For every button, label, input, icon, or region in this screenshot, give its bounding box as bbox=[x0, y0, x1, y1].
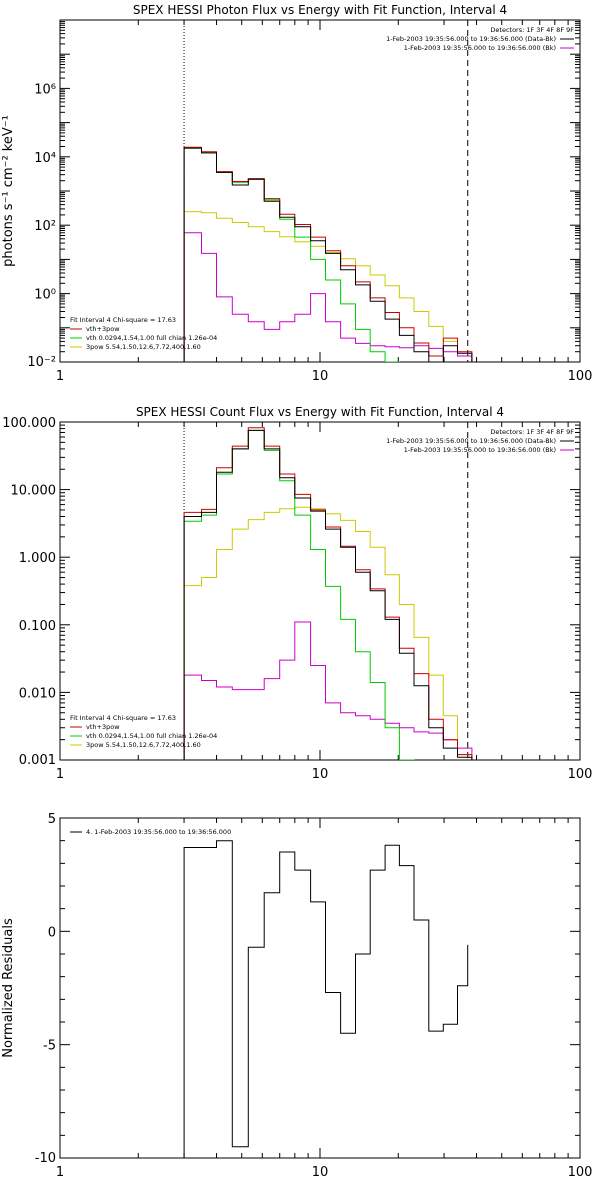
series-line-0 bbox=[183, 429, 473, 760]
fit-legend-text: vth 0.0294,1.54,1.00 full chian 1.26e-04 bbox=[86, 334, 217, 342]
legend-top-text: 1-Feb-2003 19:35:56.000 to 19:36:56.000 … bbox=[404, 44, 556, 52]
series-line-0 bbox=[183, 147, 473, 362]
x-tick-label: 10 bbox=[312, 1165, 329, 1180]
series-line-3 bbox=[183, 211, 473, 362]
y-tick-label: 0.100 bbox=[19, 619, 56, 634]
plot-frame bbox=[59, 421, 581, 761]
chart-title: SPEX HESSI Photon Flux vs Energy with Fi… bbox=[133, 3, 507, 17]
y-tick-label: 0 bbox=[48, 925, 56, 940]
y-tick-label: 10⁰ bbox=[34, 288, 56, 303]
series-line-1 bbox=[183, 146, 473, 362]
y-axis-label: Normalized Residuals bbox=[1, 918, 16, 1058]
chart-panel-3: 1 10 100 5 0 -5 -10 Normalized Residuals 4. 1-Fe… bbox=[1, 812, 592, 1180]
legend-top-text: Detectors: 1F 3F 4F 8F 9F bbox=[490, 26, 574, 34]
x-tick-label: 1 bbox=[56, 1165, 64, 1180]
x-tick-label: 10 bbox=[312, 767, 329, 782]
y-tick-label: 0.010 bbox=[19, 686, 56, 701]
y-axis-label: photons s⁻¹ cm⁻² keV⁻¹ bbox=[1, 115, 16, 267]
legend-residual-text: 4. 1-Feb-2003 19:35:56.000 to 19:36:56.0… bbox=[86, 828, 231, 836]
y-tick-label: 10⁶ bbox=[34, 82, 56, 97]
plot-frame bbox=[59, 19, 581, 363]
fit-legend-text: vth 0.0294,1.54,1.00 full chian 1.26e-04 bbox=[86, 732, 217, 740]
series-line-4 bbox=[183, 621, 473, 760]
fit-legend-text: vth+3pow bbox=[86, 325, 120, 333]
y-tick-label: 5 bbox=[48, 812, 56, 827]
series-line-2 bbox=[183, 429, 415, 760]
x-tick-label: 1 bbox=[56, 369, 64, 384]
chart-panel-1: SPEX HESSI Photon Flux vs Energy with Fi… bbox=[1, 3, 592, 384]
fit-legend-title: Fit Interval 4 Chi-square = 17.63 bbox=[70, 714, 176, 722]
x-tick-label: 100 bbox=[568, 767, 593, 782]
x-tick-label: 10 bbox=[312, 369, 329, 384]
chart-panel-2: SPEX HESSI Count Flux vs Energy with Fit… bbox=[2, 405, 592, 782]
x-tick-label: 100 bbox=[568, 1165, 593, 1180]
y-tick-label: 10² bbox=[34, 219, 56, 234]
y-tick-label: 10.000 bbox=[11, 484, 57, 499]
y-tick-label: -5 bbox=[43, 1039, 56, 1054]
fit-legend-text: 3pow 5.54,1.50,12.6,7.72,400,1.60 bbox=[86, 741, 201, 749]
fit-legend-text: vth+3pow bbox=[86, 723, 120, 731]
series-group bbox=[183, 146, 473, 362]
y-tick-label: 1.000 bbox=[19, 551, 56, 566]
legend-top-text: 1-Feb-2003 19:35:56.000 to 19:36:56.000 … bbox=[386, 35, 556, 43]
plot-frame bbox=[59, 817, 581, 1159]
y-tick-label: 100.000 bbox=[2, 416, 56, 431]
x-tick-label: 1 bbox=[56, 767, 64, 782]
chart-title: SPEX HESSI Count Flux vs Energy with Fit… bbox=[136, 405, 504, 419]
y-tick-label: 10⁴ bbox=[34, 151, 56, 166]
series-group bbox=[183, 840, 469, 1158]
y-tick-label: 0.001 bbox=[19, 753, 56, 768]
series-line-3 bbox=[183, 506, 473, 760]
fit-legend-title: Fit Interval 4 Chi-square = 17.63 bbox=[70, 316, 176, 324]
legend-top-text: 1-Feb-2003 19:35:56.000 to 19:36:56.000 … bbox=[386, 437, 556, 445]
x-tick-label: 100 bbox=[568, 369, 593, 384]
fit-legend-text: 3pow 5.54,1.50,12.6,7.72,400,1.60 bbox=[86, 343, 201, 351]
legend-top-text: Detectors: 1F 3F 4F 8F 9F bbox=[490, 428, 574, 436]
legend-top-text: 1-Feb-2003 19:35:56.000 to 19:36:56.000 … bbox=[404, 446, 556, 454]
y-tick-label: 10⁻² bbox=[27, 355, 56, 370]
series-line-0 bbox=[183, 840, 469, 1158]
series-group bbox=[183, 427, 473, 760]
y-tick-label: -10 bbox=[35, 1151, 56, 1166]
